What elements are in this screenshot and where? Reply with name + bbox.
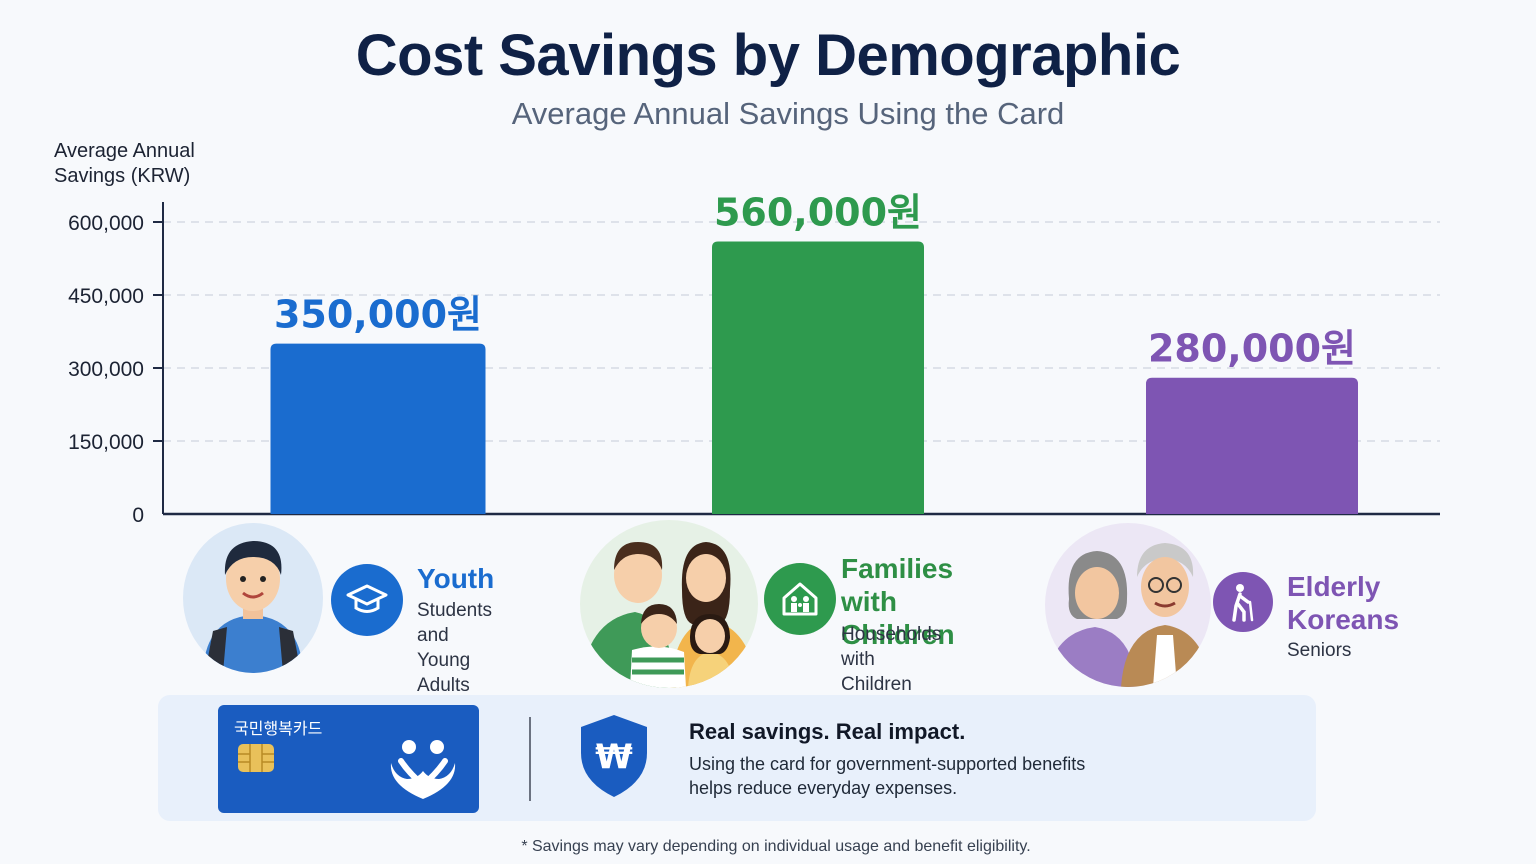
y-tick-label: 300,000 — [68, 358, 144, 381]
house-family-icon — [764, 563, 836, 635]
families-title-line-1: Families with — [841, 553, 954, 617]
svg-text:₩: ₩ — [595, 737, 633, 777]
youth-sub-line-2: Young Adults — [417, 650, 471, 696]
card-name: 국민행복카드 — [234, 719, 323, 738]
elderly-title-line-1: Elderly — [1287, 571, 1381, 602]
message-body: Using the card for government-supported … — [689, 752, 1209, 800]
elderly-sub-line-1: Seniors — [1287, 640, 1352, 661]
y-axis-label: Average Annual Savings (KRW) — [54, 139, 234, 189]
y-tick-label: 600,000 — [68, 212, 144, 235]
chart-subtitle: Average Annual Savings Using the Card — [511, 96, 1065, 131]
chart-title: Cost Savings by Demographic — [355, 23, 1181, 88]
youth-title-line-1: Youth — [417, 563, 495, 594]
y-axis-label-line-2: Savings (KRW) — [54, 165, 191, 187]
y-tick-label: 0 — [132, 504, 144, 527]
panel-divider — [529, 717, 531, 801]
families-photo — [580, 520, 758, 688]
won-shield-icon: ₩ — [581, 715, 647, 797]
y-tick-label: 450,000 — [68, 285, 144, 308]
youth-title: Youth — [417, 562, 494, 595]
bar-value-label: 560,000원 — [714, 190, 922, 234]
elderly-description: Seniors — [1287, 638, 1351, 663]
youth-photo — [183, 523, 323, 673]
families-title: Families with Children — [841, 552, 955, 651]
bar — [1146, 377, 1358, 514]
elderly-title-line-2: Koreans — [1287, 604, 1400, 635]
youth-sub-line-1: Students and — [417, 600, 492, 646]
bar-value-label: 280,000원 — [1148, 327, 1356, 371]
y-axis-label-line-1: Average Annual — [54, 140, 195, 162]
benefit-card: 국민행복카드 — [218, 705, 479, 813]
elderly-title: Elderly Koreans — [1287, 570, 1399, 636]
bar — [270, 343, 486, 514]
footnote: * Savings may vary depending on individu… — [521, 838, 1031, 855]
message-body-line-1: Using the card for government-supported … — [689, 754, 1086, 774]
y-tick-label: 150,000 — [68, 431, 144, 454]
message-title: Real savings. Real impact. — [689, 719, 966, 744]
info-panel: 국민행복카드 ₩ Real savings. Real impact. Usin… — [158, 695, 1316, 821]
bar — [712, 241, 924, 514]
youth-description: Students and Young Adults — [417, 598, 492, 698]
senior-walking-icon — [1213, 572, 1273, 632]
card-chip-icon — [238, 744, 274, 772]
elderly-photo — [1045, 523, 1211, 687]
families-sub-line-2: Children — [841, 674, 912, 695]
bar-value-label: 350,000원 — [274, 293, 482, 337]
families-title-line-2: Children — [841, 619, 955, 650]
message-body-line-2: helps reduce everyday expenses. — [689, 778, 958, 798]
graduation-cap-icon — [331, 564, 403, 636]
families-description: Households with Children — [841, 622, 941, 697]
card-logo-icon — [390, 740, 456, 799]
families-sub-line-1: Households with — [841, 624, 942, 670]
